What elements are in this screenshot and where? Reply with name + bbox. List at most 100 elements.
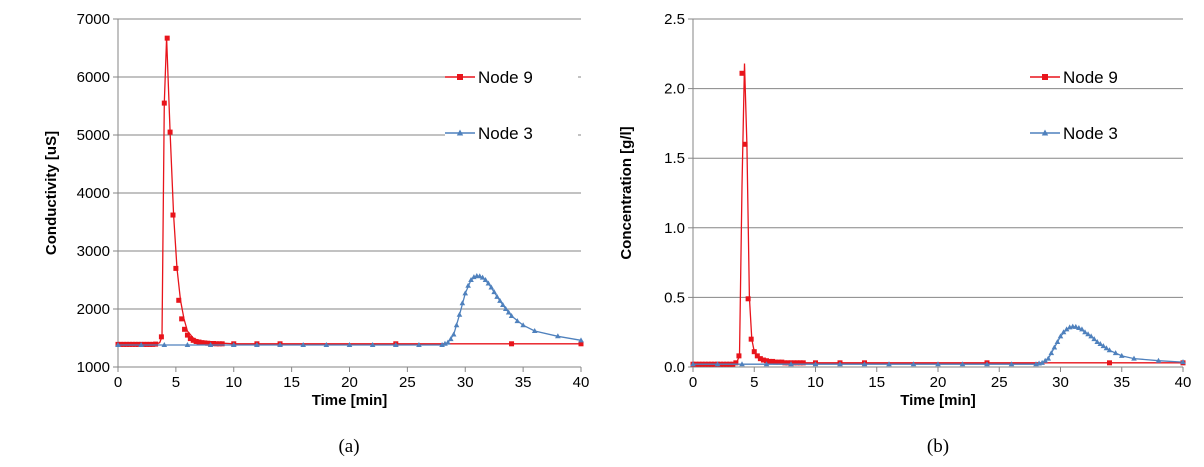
data-point-square (739, 70, 745, 76)
data-point-square (170, 212, 176, 218)
legend: Node 9 Node 3 (1030, 68, 1118, 143)
data-point-square (164, 35, 170, 41)
data-point-triangle (1051, 344, 1058, 350)
x-tick-label: 0 (114, 374, 122, 391)
y-tick-label: 7000 (77, 11, 110, 28)
data-point-triangle (476, 273, 483, 279)
data-point-triangle (1042, 357, 1048, 363)
data-point-triangle (500, 301, 506, 307)
x-tick-label: 10 (807, 374, 824, 391)
x-tick-label: 25 (399, 374, 416, 391)
legend-marker-triangle (1041, 129, 1049, 136)
data-point-triangle (1097, 341, 1104, 347)
data-point-square (202, 340, 208, 346)
y-tick-label: 1000 (77, 359, 110, 376)
data-point-triangle (453, 322, 460, 328)
data-point-triangle (1094, 338, 1101, 344)
data-point-square (745, 296, 751, 302)
data-point-triangle (447, 336, 454, 342)
data-point-square (158, 334, 164, 340)
data-point-triangle (1091, 336, 1097, 342)
data-point-triangle (445, 339, 451, 345)
legend-label: Node 9 (478, 68, 533, 87)
data-point-triangle (1088, 333, 1094, 339)
data-point-triangle (502, 306, 509, 311)
data-point-square (791, 360, 797, 366)
data-point-triangle (520, 322, 526, 328)
data-point-triangle (505, 309, 512, 315)
y-tick-label: 4000 (77, 185, 110, 202)
data-point-square (736, 353, 742, 359)
data-point-triangle (531, 328, 538, 334)
data-point-triangle (812, 361, 819, 367)
data-point-square (785, 360, 791, 366)
data-point-square (184, 332, 190, 338)
data-point-square (800, 360, 806, 366)
data-point-triangle (465, 282, 471, 288)
data-point-triangle (300, 341, 306, 347)
x-tick-label: 0 (689, 374, 697, 391)
data-point-square (219, 341, 225, 347)
y-tick-label: 3000 (77, 243, 110, 260)
x-tick-label: 40 (573, 374, 590, 391)
x-tick-label: 20 (341, 374, 358, 391)
data-point-triangle (861, 361, 868, 367)
data-point-square (773, 359, 779, 365)
data-point-triangle (739, 361, 745, 367)
series-node-3 (115, 272, 584, 347)
series-node-9 (690, 63, 1186, 367)
data-point-square (751, 349, 757, 355)
y-tick-label: 0.5 (664, 289, 685, 306)
data-point-triangle (485, 280, 492, 286)
y-axis-title: Concentration [g/l] (618, 126, 635, 259)
data-point-square (757, 356, 763, 362)
data-point-triangle (886, 361, 892, 367)
data-point-triangle (482, 277, 489, 282)
y-tick-label: 6000 (77, 69, 110, 86)
legend-label: Node 3 (478, 124, 533, 143)
data-point-triangle (1054, 338, 1061, 344)
data-point-triangle (1106, 347, 1113, 353)
data-point-triangle (488, 284, 495, 290)
data-point-square (782, 360, 788, 366)
data-point-triangle (1082, 329, 1088, 335)
data-point-triangle (1112, 350, 1119, 356)
y-axis-title: Conductivity [uS] (43, 131, 60, 255)
data-point-square (754, 353, 760, 359)
data-point-triangle (1063, 326, 1070, 332)
data-point-triangle (1073, 323, 1079, 329)
data-point-triangle (910, 361, 917, 367)
panel-caption: (a) (338, 436, 359, 457)
legend: Node 9 Node 3 (445, 68, 533, 143)
data-point-square (764, 358, 769, 364)
y-tick-label: 1.0 (664, 220, 685, 237)
data-point-triangle (346, 341, 353, 347)
data-point-triangle (138, 341, 144, 347)
data-point-square (167, 129, 173, 135)
x-tick-label: 40 (1175, 374, 1192, 391)
y-tick-label: 5000 (77, 127, 110, 144)
y-tick-label: 1.5 (664, 150, 685, 167)
data-point-triangle (369, 341, 376, 347)
data-point-triangle (456, 311, 463, 317)
data-point-triangle (714, 361, 721, 367)
data-point-triangle (555, 333, 561, 339)
panel-caption: (b) (927, 436, 949, 457)
data-point-square (760, 357, 766, 363)
data-point-triangle (1076, 325, 1082, 331)
data-point-triangle (459, 300, 466, 306)
data-point-square (797, 360, 803, 366)
legend-marker-square (457, 74, 463, 80)
data-point-triangle (1100, 343, 1107, 349)
x-tick-label: 10 (225, 374, 242, 391)
data-point-triangle (468, 277, 474, 282)
chart-panel-a: 1000 2000 3000 4000 5000 6000 7000 0 5 10 15 20 25 30… (43, 11, 589, 457)
data-point-square (779, 359, 785, 365)
data-point-triangle (1131, 355, 1137, 361)
y-tick-label: 2.0 (664, 81, 685, 98)
data-point-square (794, 360, 800, 366)
data-point-triangle (578, 337, 584, 343)
data-point-square (205, 340, 211, 346)
x-tick-label: 30 (1052, 374, 1069, 391)
data-point-square (213, 341, 219, 347)
